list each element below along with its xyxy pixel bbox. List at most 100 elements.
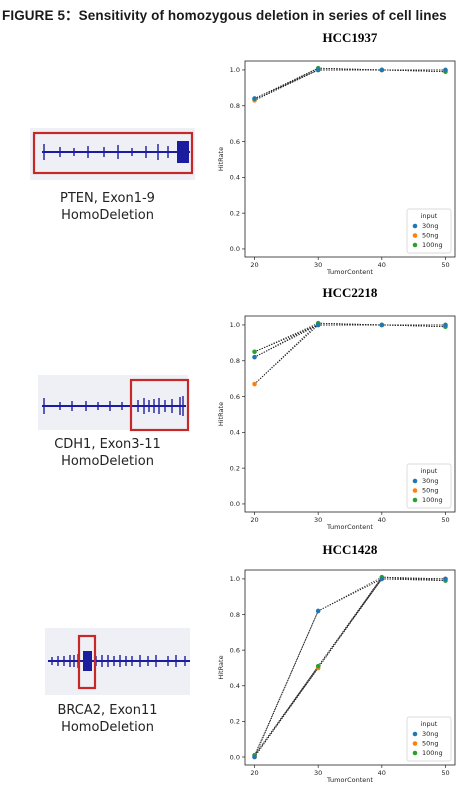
x-tick-label: 50 <box>441 261 449 269</box>
x-tick-label: 20 <box>250 516 258 524</box>
y-tick-label: 0.0 <box>230 500 240 508</box>
exon-block <box>83 651 92 671</box>
legend-label-100ng: 100ng <box>422 241 443 249</box>
x-tick-label: 40 <box>378 516 386 524</box>
y-tick-label: 1.0 <box>230 575 240 583</box>
legend-title: input <box>421 467 438 475</box>
y-tick-label: 0.6 <box>230 393 240 401</box>
chart-title: HCC1937 <box>323 30 378 45</box>
connector-line <box>318 322 382 326</box>
point-30ng <box>252 354 257 360</box>
point-30ng <box>252 754 257 760</box>
legend-marker-50ng <box>412 741 418 746</box>
point-30ng <box>379 322 385 328</box>
legend-label-30ng: 30ng <box>422 730 439 738</box>
track-background <box>38 375 188 430</box>
exon-block <box>177 141 189 163</box>
y-tick-label: 0.4 <box>230 429 240 437</box>
legend-label-50ng: 50ng <box>422 487 439 495</box>
x-axis-label: TumorContent <box>326 776 373 784</box>
x-tick-label: 50 <box>441 769 449 777</box>
y-tick-label: 0.2 <box>230 718 240 726</box>
point-30ng <box>379 576 385 582</box>
point-50ng <box>252 381 257 387</box>
y-tick-label: 1.0 <box>230 66 240 74</box>
chart-hcc1937: HCC1937 0.0 0.2 0.4 0.6 0.8 1.0 20 30 40 50 TumorCo… <box>217 30 456 276</box>
y-tick-label: 0.8 <box>230 357 240 365</box>
legend-title: input <box>421 212 438 220</box>
legend-label-50ng: 50ng <box>422 232 439 240</box>
brca2-caption-line1: BRCA2, Exon11 <box>57 703 158 718</box>
legend-box <box>406 208 452 254</box>
legend-label-100ng: 100ng <box>422 749 443 757</box>
legend-label-30ng: 30ng <box>422 477 439 485</box>
y-tick-label: 0.0 <box>230 753 240 761</box>
y-tick-label: 0.2 <box>230 464 240 472</box>
connector-line <box>254 322 319 358</box>
pten-caption-line2: HomoDeletion <box>61 208 154 223</box>
pten-caption-line1: PTEN, Exon1-9 <box>60 191 155 206</box>
connector-line <box>254 67 319 99</box>
connector-line <box>254 324 319 353</box>
connector-line <box>318 67 382 71</box>
legend-title: input <box>421 720 438 728</box>
point-30ng <box>443 322 448 328</box>
y-tick-label: 0.6 <box>230 646 240 654</box>
deletion-highlight-box <box>77 634 97 690</box>
point-30ng <box>443 576 448 582</box>
x-tick-label: 40 <box>378 769 386 777</box>
legend-marker-50ng <box>412 488 418 493</box>
legend-marker-30ng <box>412 731 418 737</box>
y-axis-label: HitRate <box>217 147 225 171</box>
point-100ng <box>252 349 257 355</box>
y-tick-label: 0.0 <box>230 245 240 253</box>
y-axis-label: HitRate <box>217 402 225 426</box>
connector-line <box>317 576 383 667</box>
legend-label-30ng: 30ng <box>422 222 439 230</box>
point-30ng <box>315 322 321 328</box>
pten-gene-track <box>30 128 195 180</box>
legend-marker-100ng <box>412 497 418 503</box>
y-tick-label: 0.4 <box>230 174 240 182</box>
cdh1-caption-line2: HomoDeletion <box>61 454 154 469</box>
connector-line <box>254 322 319 353</box>
x-tick-label: 30 <box>314 769 322 777</box>
legend-marker-50ng <box>412 233 418 238</box>
point-30ng <box>252 96 257 101</box>
plot-frame <box>244 60 456 258</box>
legend-box <box>406 463 452 509</box>
cdh1-caption-line1: CDH1, Exon3-11 <box>54 437 161 452</box>
connector-line <box>381 576 446 582</box>
legend-marker-30ng <box>412 478 418 484</box>
point-30ng <box>379 67 385 73</box>
point-30ng <box>443 67 448 73</box>
connector-line <box>317 576 383 612</box>
y-tick-label: 0.4 <box>230 682 240 690</box>
connector-line <box>254 665 319 758</box>
x-tick-label: 40 <box>378 261 386 269</box>
y-tick-label: 0.2 <box>230 209 240 217</box>
brca2-caption-line2: HomoDeletion <box>61 720 154 735</box>
y-tick-label: 0.8 <box>230 611 240 619</box>
plot-frame <box>244 569 456 766</box>
legend-label-100ng: 100ng <box>422 496 443 504</box>
connector-line <box>254 69 319 99</box>
y-axis-label: HitRate <box>217 655 225 679</box>
connector-line <box>254 610 319 756</box>
legend-marker-30ng <box>412 223 418 229</box>
y-tick-label: 0.6 <box>230 138 240 146</box>
x-tick-label: 20 <box>250 261 258 269</box>
chart-hcc1428: HCC1428 0.0 0.2 0.4 0.6 0.8 1.0 20 30 40 50 TumorCo… <box>217 542 456 784</box>
x-tick-label: 30 <box>314 516 322 524</box>
connector-line <box>254 665 319 756</box>
figure-title: FIGURE 5：Sensitivity of homozygous delet… <box>2 8 447 23</box>
plot-frame <box>244 315 456 513</box>
y-tick-label: 0.8 <box>230 102 240 110</box>
chart-hcc2218: HCC2218 0.0 0.2 0.4 0.6 0.8 1.0 20 30 40 50 TumorCo… <box>217 285 456 531</box>
deletion-highlight-box <box>129 378 190 432</box>
point-100ng <box>315 663 321 669</box>
legend-label-50ng: 50ng <box>422 740 439 748</box>
y-tick-label: 1.0 <box>230 321 240 329</box>
connector-line <box>317 576 383 669</box>
connector-line <box>254 322 319 385</box>
